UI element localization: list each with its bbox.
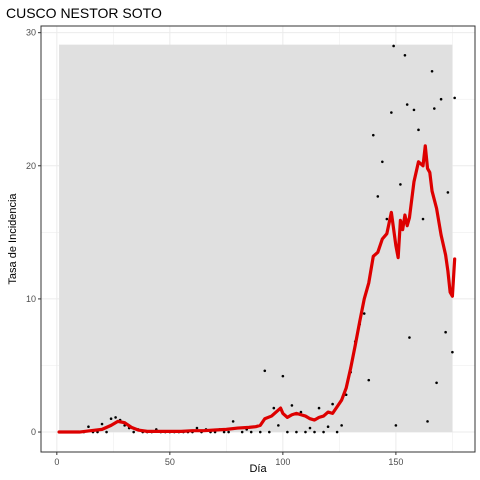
data-point xyxy=(105,430,108,434)
moving-average-line xyxy=(57,144,457,434)
data-point xyxy=(132,430,135,434)
data-point xyxy=(453,96,456,100)
data-point xyxy=(417,128,420,132)
data-point xyxy=(304,430,307,434)
data-point xyxy=(109,417,113,421)
data-point xyxy=(426,420,429,423)
data-point xyxy=(313,430,316,434)
chart-title: CUSCO NESTOR SOTO xyxy=(6,5,162,21)
data-point xyxy=(412,108,416,112)
line-layer xyxy=(57,144,457,434)
data-point xyxy=(322,430,325,434)
data-point xyxy=(403,53,407,57)
data-point xyxy=(326,425,330,429)
data-point xyxy=(405,103,409,106)
data-point xyxy=(231,420,235,423)
data-point xyxy=(281,374,285,378)
data-point xyxy=(295,430,298,434)
y-tick-label: 10 xyxy=(26,294,36,304)
data-point xyxy=(286,430,289,434)
data-point xyxy=(331,402,334,406)
data-point xyxy=(430,69,434,73)
x-tick-label: 50 xyxy=(165,457,175,467)
y-axis-label: Tasa de Incidencia xyxy=(7,193,19,285)
x-tick-label: 0 xyxy=(54,457,59,467)
x-axis-label: Día xyxy=(249,463,267,475)
data-point xyxy=(408,336,411,339)
data-point xyxy=(263,369,267,373)
data-point xyxy=(381,160,384,164)
data-point xyxy=(390,111,393,114)
data-point xyxy=(392,44,395,48)
data-point xyxy=(399,183,402,186)
data-point xyxy=(317,406,321,410)
data-point xyxy=(272,406,276,410)
y-tick-label: 20 xyxy=(26,161,36,171)
data-point xyxy=(268,430,271,434)
data-point xyxy=(376,195,380,198)
data-point xyxy=(299,410,303,414)
data-point xyxy=(385,217,389,221)
reference-band xyxy=(59,44,453,433)
data-point xyxy=(195,426,199,430)
data-point xyxy=(362,312,366,315)
data-point xyxy=(367,378,371,382)
data-point xyxy=(290,404,294,407)
data-point xyxy=(249,430,253,434)
band-layer xyxy=(59,44,453,433)
data-point xyxy=(439,97,443,101)
y-tick-label: 0 xyxy=(31,427,36,437)
data-point xyxy=(114,416,117,419)
data-point xyxy=(308,426,312,430)
data-point xyxy=(100,422,104,426)
data-point xyxy=(371,133,375,137)
data-point xyxy=(240,430,244,434)
panel-border xyxy=(40,25,476,453)
y-tick-label: 30 xyxy=(26,28,36,38)
data-point xyxy=(340,424,343,427)
data-point xyxy=(433,107,436,110)
data-point xyxy=(435,381,438,385)
data-point xyxy=(394,424,398,427)
data-point xyxy=(258,430,262,434)
data-point xyxy=(277,424,280,427)
x-tick-label: 100 xyxy=(275,457,290,467)
data-point xyxy=(451,350,454,354)
data-point xyxy=(227,430,230,434)
data-point xyxy=(444,330,447,334)
data-point xyxy=(421,217,425,221)
data-point xyxy=(222,430,226,434)
ticks-layer: 0 50 100 150 0 10 20 30 xyxy=(26,28,403,467)
data-point xyxy=(87,425,90,429)
data-point xyxy=(335,430,339,434)
x-tick-label: 150 xyxy=(388,457,403,467)
data-point xyxy=(446,191,450,194)
